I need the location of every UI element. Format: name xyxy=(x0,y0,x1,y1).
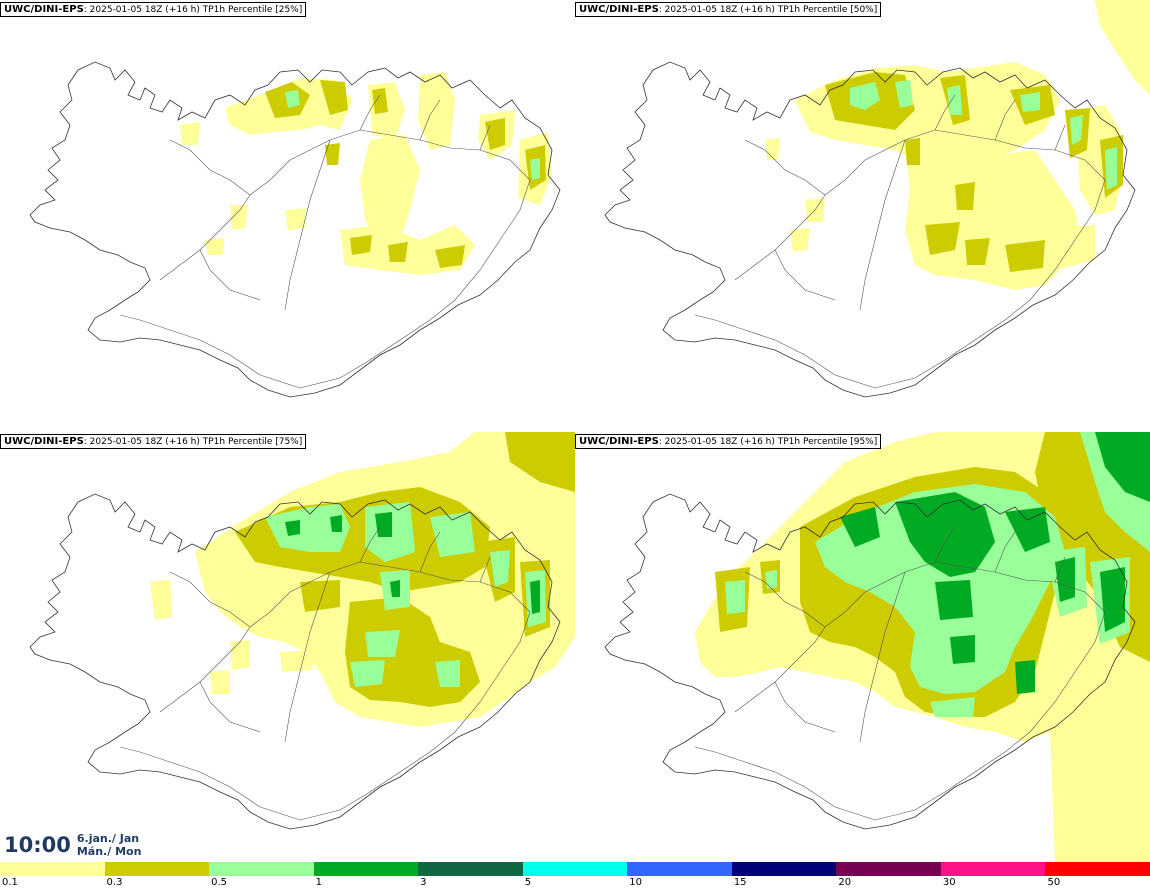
legend-label: 20 xyxy=(838,877,852,888)
legend-label: 0.3 xyxy=(106,877,123,888)
precip-map xyxy=(604,0,1150,398)
legend-swatch xyxy=(313,862,419,876)
legend-color-bar xyxy=(0,862,1150,876)
legend-swatch xyxy=(1045,862,1150,876)
panel-title: UWC/DINI-EPS: 2025-01-05 18Z (+16 h) TP1… xyxy=(575,434,882,449)
valid-date: 6.jan./ Jan Mán./ Mon xyxy=(76,832,142,858)
legend-swatch xyxy=(731,862,837,876)
precip-map xyxy=(604,432,1150,864)
legend-label: 0.1 xyxy=(2,877,18,888)
map-panel-p75: UWC/DINI-EPS: 2025-01-05 18Z (+16 h) TP1… xyxy=(0,432,575,864)
panel-title: UWC/DINI-EPS: 2025-01-05 18Z (+16 h) TP1… xyxy=(0,2,307,17)
legend-swatch xyxy=(836,862,941,876)
legend-label: 1 xyxy=(315,877,322,888)
legend-swatch xyxy=(104,862,210,876)
valid-time-box: 10:00 6.jan./ Jan Mán./ Mon xyxy=(0,828,141,862)
map-panel-p25: UWC/DINI-EPS: 2025-01-05 18Z (+16 h) TP1… xyxy=(0,0,575,432)
legend-swatch xyxy=(418,862,523,876)
legend-label: 3 xyxy=(420,877,427,888)
panel-title: UWC/DINI-EPS: 2025-01-05 18Z (+16 h) TP1… xyxy=(0,434,307,449)
precip-map xyxy=(29,432,575,830)
legend-label: 10 xyxy=(629,877,642,888)
legend-label: 30 xyxy=(942,877,956,888)
legend-swatch xyxy=(522,862,628,876)
legend-label: 0.5 xyxy=(211,877,227,888)
legend-swatch xyxy=(209,862,314,876)
legend-label: 5 xyxy=(524,877,532,888)
map-panel-p95: UWC/DINI-EPS: 2025-01-05 18Z (+16 h) TP1… xyxy=(575,432,1150,864)
color-legend: 0.1 0.3 0.5 1 3 5 10 15 20 30 50 xyxy=(0,862,1150,891)
legend-label: 15 xyxy=(733,877,747,888)
legend-label: 50 xyxy=(1047,877,1061,888)
legend-swatch xyxy=(627,862,732,876)
panel-title: UWC/DINI-EPS: 2025-01-05 18Z (+16 h) TP1… xyxy=(575,2,882,17)
valid-time: 10:00 xyxy=(4,833,71,857)
map-panel-p50: UWC/DINI-EPS: 2025-01-05 18Z (+16 h) TP1… xyxy=(575,0,1150,432)
legend-swatch xyxy=(940,862,1046,876)
precip-map xyxy=(29,61,561,398)
legend-swatch xyxy=(0,862,105,876)
